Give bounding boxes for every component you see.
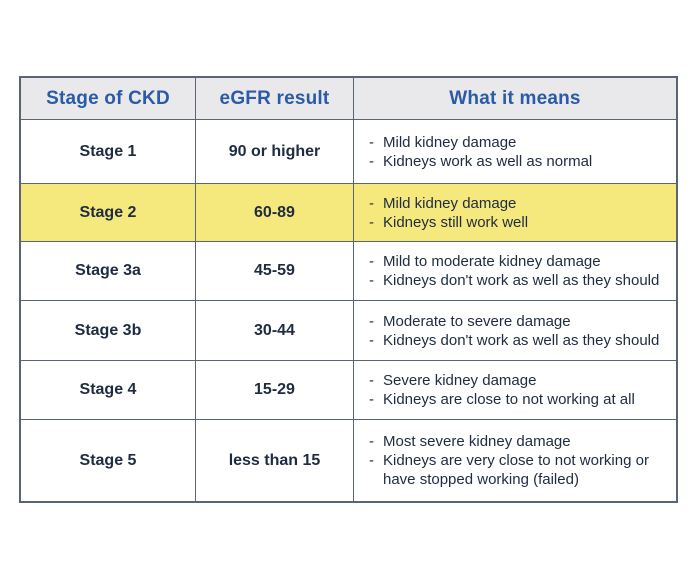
meaning-text: Mild kidney damage (383, 133, 517, 151)
meaning-bullet-item: - Most severe kidney damage (369, 432, 666, 451)
table-row-stage-3b: Stage 3b 30-44 - Moderate to severe damag… (21, 301, 676, 361)
dash-bullet: - (369, 253, 374, 270)
meaning-bullet-item: - Moderate to severe damage (369, 312, 659, 331)
egfr-value: 15-29 (196, 361, 354, 419)
dash-bullet: - (369, 433, 374, 450)
dash-bullet: - (369, 312, 374, 330)
meaning-text: Most severe kidney damage (383, 433, 571, 450)
ckd-stages-table: Stage of CKD eGFR result What it means S… (19, 76, 678, 503)
dash-bullet: - (369, 391, 374, 408)
dash-bullet: - (369, 213, 374, 231)
meaning-bullet-item: - Kidneys are very close to not working o… (369, 451, 666, 489)
meaning-bullet-item: - Severe kidney damage (369, 371, 635, 390)
table-row-stage-2-highlighted: Stage 2 60-89 - Mild kidney damage - Kidne… (21, 184, 676, 242)
meaning-text: Kidneys are close to not working at all (383, 391, 635, 408)
meaning-bullet-item: - Mild kidney damage (369, 133, 592, 152)
meaning-bullet-item: - Kidneys don't work as well as they shou… (369, 331, 659, 350)
stage-label: Stage 4 (21, 361, 196, 419)
meaning-cell: - Mild to moderate kidney damage - Kidneys… (354, 242, 676, 300)
stage-label: Stage 5 (21, 420, 196, 501)
meaning-bullet-item: - Mild kidney damage (369, 194, 528, 213)
meaning-text: Mild to moderate kidney damage (383, 253, 601, 270)
meaning-cell: - Most severe kidney damage - Kidneys are … (354, 420, 676, 501)
stage-label: Stage 2 (21, 184, 196, 241)
table-row-stage-1: Stage 1 90 or higher - Mild kidney damage… (21, 120, 676, 184)
dash-bullet: - (369, 194, 374, 212)
table-row-stage-3a: Stage 3a 45-59 - Mild to moderate kidney … (21, 242, 676, 301)
stage-label: Stage 3b (21, 301, 196, 360)
header-stage-of-ckd: Stage of CKD (21, 78, 196, 119)
meaning-cell: - Mild kidney damage - Kidneys still work … (354, 184, 676, 241)
egfr-value: 45-59 (196, 242, 354, 300)
dash-bullet: - (369, 331, 374, 349)
meaning-bullet-item: - Mild to moderate kidney damage (369, 252, 659, 271)
meaning-text: Severe kidney damage (383, 372, 537, 389)
meaning-bullet-item: - Kidneys don't work as well as they shou… (369, 271, 659, 290)
meaning-bullet-item: - Kidneys work as well as normal (369, 152, 592, 171)
table-row-stage-4: Stage 4 15-29 - Severe kidney damage - Kid… (21, 361, 676, 420)
dash-bullet: - (369, 372, 374, 389)
header-what-it-means: What it means (449, 87, 581, 109)
dash-bullet: - (369, 152, 374, 170)
egfr-value: less than 15 (196, 420, 354, 501)
table-header-row: Stage of CKD eGFR result What it means (21, 78, 676, 120)
stage-label: Stage 1 (21, 120, 196, 183)
meaning-text: Kidneys don't work as well as they shoul… (383, 272, 660, 289)
meaning-cell: - Moderate to severe damage - Kidneys don'… (354, 301, 676, 360)
meaning-text: Kidneys work as well as normal (383, 152, 593, 170)
meaning-text: Kidneys still work well (383, 213, 529, 231)
egfr-value: 60-89 (196, 184, 354, 241)
meaning-cell: - Mild kidney damage - Kidneys work as wel… (354, 120, 676, 183)
meaning-cell: - Severe kidney damage - Kidneys are close… (354, 361, 676, 419)
meaning-text: Moderate to severe damage (383, 312, 571, 330)
dash-bullet: - (369, 452, 374, 469)
stage-label: Stage 3a (21, 242, 196, 300)
meaning-text: Mild kidney damage (383, 194, 517, 212)
header-egfr-result: eGFR result (196, 78, 354, 119)
egfr-value: 30-44 (196, 301, 354, 360)
dash-bullet: - (369, 133, 374, 151)
dash-bullet: - (369, 272, 374, 289)
meaning-text: Kidneys don't work as well as they shoul… (383, 331, 660, 349)
meaning-text: Kidneys are very close to not working or… (383, 452, 649, 488)
meaning-bullet-item: - Kidneys still work well (369, 213, 528, 232)
table-row-stage-5: Stage 5 less than 15 - Most severe kidney… (21, 420, 676, 501)
meaning-bullet-item: - Kidneys are close to not working at all (369, 390, 635, 409)
egfr-value: 90 or higher (196, 120, 354, 183)
